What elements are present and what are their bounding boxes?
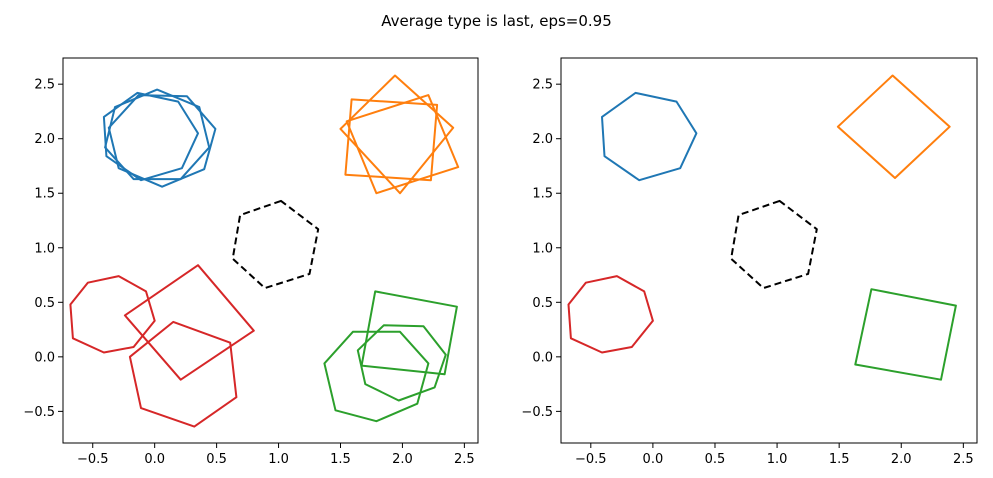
right-plot-y-tick-label: 2.5 (532, 78, 553, 93)
left-plot-y-tick-label: 2.5 (34, 78, 55, 93)
left-plot-x-tick-label: 2.0 (392, 452, 413, 467)
right-plot-x-tick-label: 1.0 (767, 452, 788, 467)
left-plot-y-tick-label: 2.0 (34, 132, 55, 147)
green-heptagon-1-polygon (323, 330, 430, 423)
left-plot-x-tick-label: 0.0 (144, 452, 165, 467)
black-dashed-hexagon-polygon (730, 199, 818, 290)
left-plot-x-tick-label: −0.5 (77, 452, 109, 467)
right-plot-x-tick-label: 2.5 (953, 452, 974, 467)
red-square-polygon (123, 264, 255, 381)
right-plot-x-tick-label: −0.5 (575, 452, 607, 467)
right-plot-y-tick-label: 1.0 (532, 241, 553, 256)
right-plot-y-tick-label: 1.5 (532, 187, 553, 202)
red-octagon-average-polygon (567, 275, 654, 354)
right-plot-y-tick-label: −0.5 (521, 405, 553, 420)
left-plot-y-tick-label: 1.5 (34, 187, 55, 202)
red-hexagon-polygon (128, 320, 238, 428)
right-plot-y-tick-label: 2.0 (532, 132, 553, 147)
green-square-polygon (360, 290, 458, 376)
right-plot-x-tick-label: 2.0 (891, 452, 912, 467)
green-heptagon-2-polygon (356, 324, 447, 402)
orange-square-3-polygon (345, 94, 460, 195)
red-octagon-polygon (69, 275, 156, 354)
green-square-average-polygon (854, 288, 957, 381)
blue-heptagon-2-polygon (107, 94, 217, 188)
left-plot-y-tick-label: −0.5 (23, 405, 55, 420)
right-plot-y-tick-label: 0.5 (532, 296, 553, 311)
right-plot-axes-border (560, 57, 978, 444)
blue-heptagon-3-polygon (102, 91, 199, 182)
left-plot-x-tick-label: 1.0 (268, 452, 289, 467)
left-plot-y-tick-label: 0.0 (34, 350, 55, 365)
right-plot-x-tick-label: 1.5 (829, 452, 850, 467)
right-plot-x-tick-label: 0.5 (705, 452, 726, 467)
left-plot-x-tick-label: 0.5 (206, 452, 227, 467)
figure-title: Average type is last, eps=0.95 (381, 12, 612, 30)
orange-square-average-polygon (836, 74, 951, 179)
left-plot-x-tick-label: 2.5 (454, 452, 475, 467)
orange-square-2-polygon (344, 98, 439, 182)
left-plot-axes-border (62, 57, 479, 444)
black-dashed-hexagon-polygon (231, 199, 320, 290)
right-plot-x-tick-label: 0.0 (643, 452, 664, 467)
left-plot-x-tick-label: 1.5 (330, 452, 351, 467)
left-plot-y-tick-label: 1.0 (34, 241, 55, 256)
blue-heptagon-average-polygon (601, 91, 698, 182)
left-plot-y-tick-label: 0.5 (34, 296, 55, 311)
right-plot-y-tick-label: 0.0 (532, 350, 553, 365)
